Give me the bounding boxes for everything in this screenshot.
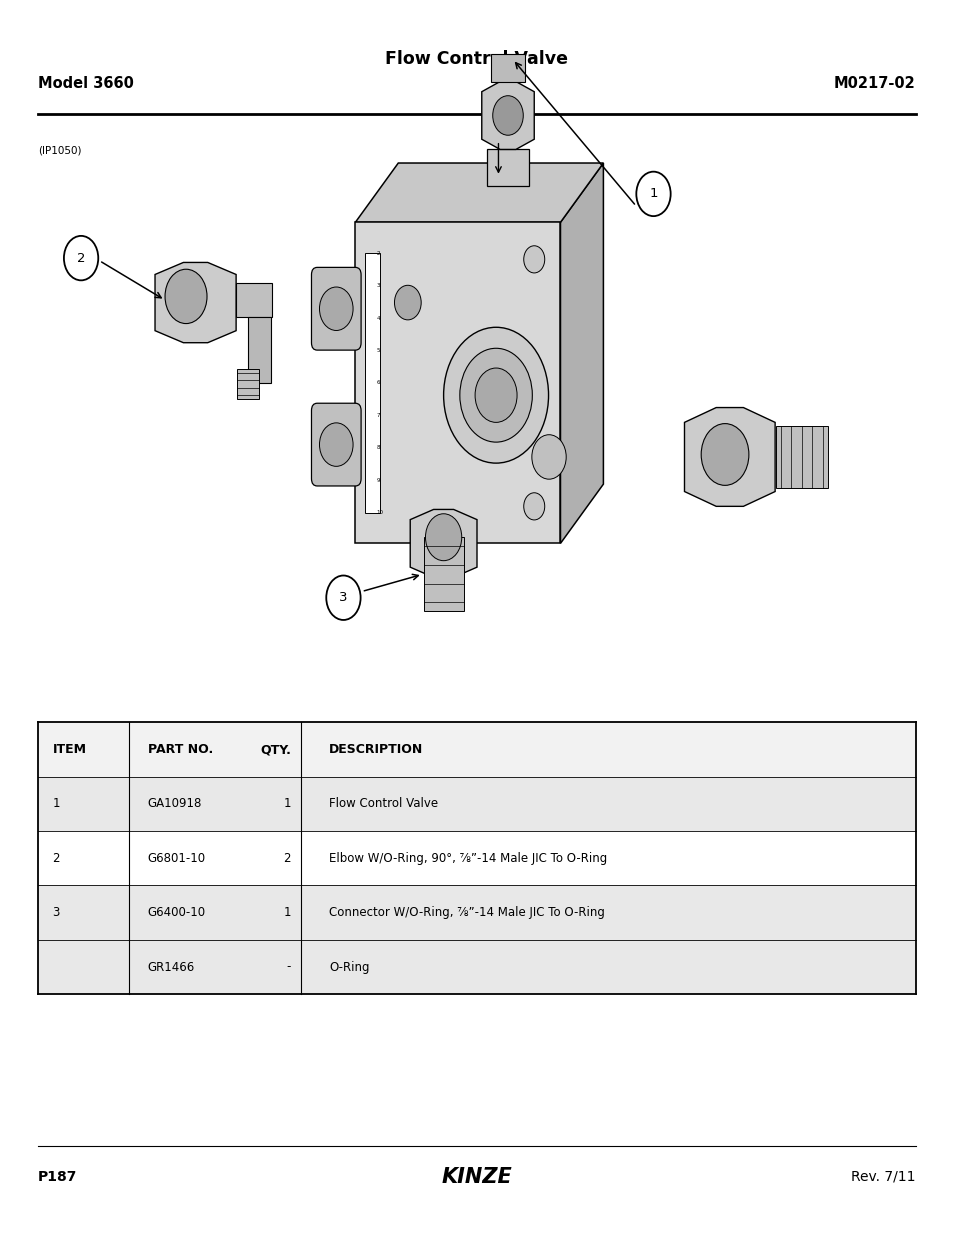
Text: P187: P187 [38, 1170, 77, 1184]
Text: 2: 2 [375, 251, 379, 256]
Text: M0217-02: M0217-02 [833, 77, 915, 91]
Text: 10: 10 [375, 510, 383, 515]
Text: ITEM: ITEM [52, 743, 87, 756]
Circle shape [64, 236, 98, 280]
Text: G6400-10: G6400-10 [148, 906, 206, 919]
Bar [38, 722, 915, 777]
Polygon shape [355, 222, 559, 543]
Text: 1: 1 [283, 906, 291, 919]
Bar [38, 885, 915, 940]
Polygon shape [355, 163, 602, 222]
Text: Flow Control Valve: Flow Control Valve [329, 798, 437, 810]
Circle shape [475, 368, 517, 422]
Text: 5: 5 [375, 348, 379, 353]
Bar [486, 149, 528, 186]
Circle shape [531, 435, 566, 479]
Text: 4: 4 [375, 315, 379, 321]
Circle shape [492, 96, 522, 136]
Text: Flow Control Valve: Flow Control Valve [385, 51, 568, 68]
Text: GA10918: GA10918 [148, 798, 202, 810]
Circle shape [523, 493, 544, 520]
Text: 2: 2 [283, 852, 291, 864]
Polygon shape [683, 408, 774, 506]
Polygon shape [481, 82, 534, 149]
Text: 2: 2 [52, 852, 60, 864]
Text: GR1466: GR1466 [148, 961, 195, 973]
Text: 1: 1 [283, 798, 291, 810]
Circle shape [636, 172, 670, 216]
Bar [38, 777, 915, 831]
Text: 1: 1 [52, 798, 60, 810]
Bar [248, 317, 271, 383]
Bar [38, 940, 915, 994]
Polygon shape [410, 509, 476, 577]
Text: 3: 3 [339, 592, 347, 604]
Circle shape [523, 246, 544, 273]
Text: -: - [286, 961, 291, 973]
Circle shape [443, 327, 548, 463]
Text: 7: 7 [375, 412, 379, 417]
Text: 1: 1 [649, 188, 657, 200]
Text: 2: 2 [77, 252, 85, 264]
Text: (IP1050): (IP1050) [38, 146, 82, 156]
Text: PART NO.: PART NO. [148, 743, 213, 756]
Text: KINZE: KINZE [441, 1167, 512, 1187]
Bar [236, 369, 259, 399]
Circle shape [700, 424, 748, 485]
Text: 3: 3 [375, 283, 379, 288]
Polygon shape [559, 163, 602, 543]
Text: 6: 6 [375, 380, 379, 385]
Bar [775, 426, 827, 488]
Text: 9: 9 [375, 478, 379, 483]
Text: Elbow W/O-Ring, 90°, ⅞”-14 Male JIC To O-Ring: Elbow W/O-Ring, 90°, ⅞”-14 Male JIC To O… [329, 852, 607, 864]
Circle shape [165, 269, 207, 324]
FancyBboxPatch shape [311, 268, 360, 351]
Text: DESCRIPTION: DESCRIPTION [329, 743, 423, 756]
Text: 8: 8 [375, 445, 379, 451]
Text: 3: 3 [52, 906, 60, 919]
Circle shape [326, 576, 360, 620]
Text: QTY.: QTY. [260, 743, 291, 756]
Bar [490, 54, 524, 82]
Circle shape [459, 348, 532, 442]
Bar [364, 253, 379, 513]
Text: Rev. 7/11: Rev. 7/11 [850, 1170, 915, 1184]
Bar [235, 283, 272, 317]
Text: G6801-10: G6801-10 [148, 852, 206, 864]
FancyBboxPatch shape [311, 403, 360, 487]
Polygon shape [154, 263, 236, 342]
Circle shape [319, 287, 353, 331]
Circle shape [394, 285, 420, 320]
Text: Model 3660: Model 3660 [38, 77, 133, 91]
Circle shape [425, 514, 461, 561]
Bar [423, 537, 463, 611]
Text: Connector W/O-Ring, ⅞”-14 Male JIC To O-Ring: Connector W/O-Ring, ⅞”-14 Male JIC To O-… [329, 906, 604, 919]
Circle shape [319, 422, 353, 467]
Text: O-Ring: O-Ring [329, 961, 369, 973]
